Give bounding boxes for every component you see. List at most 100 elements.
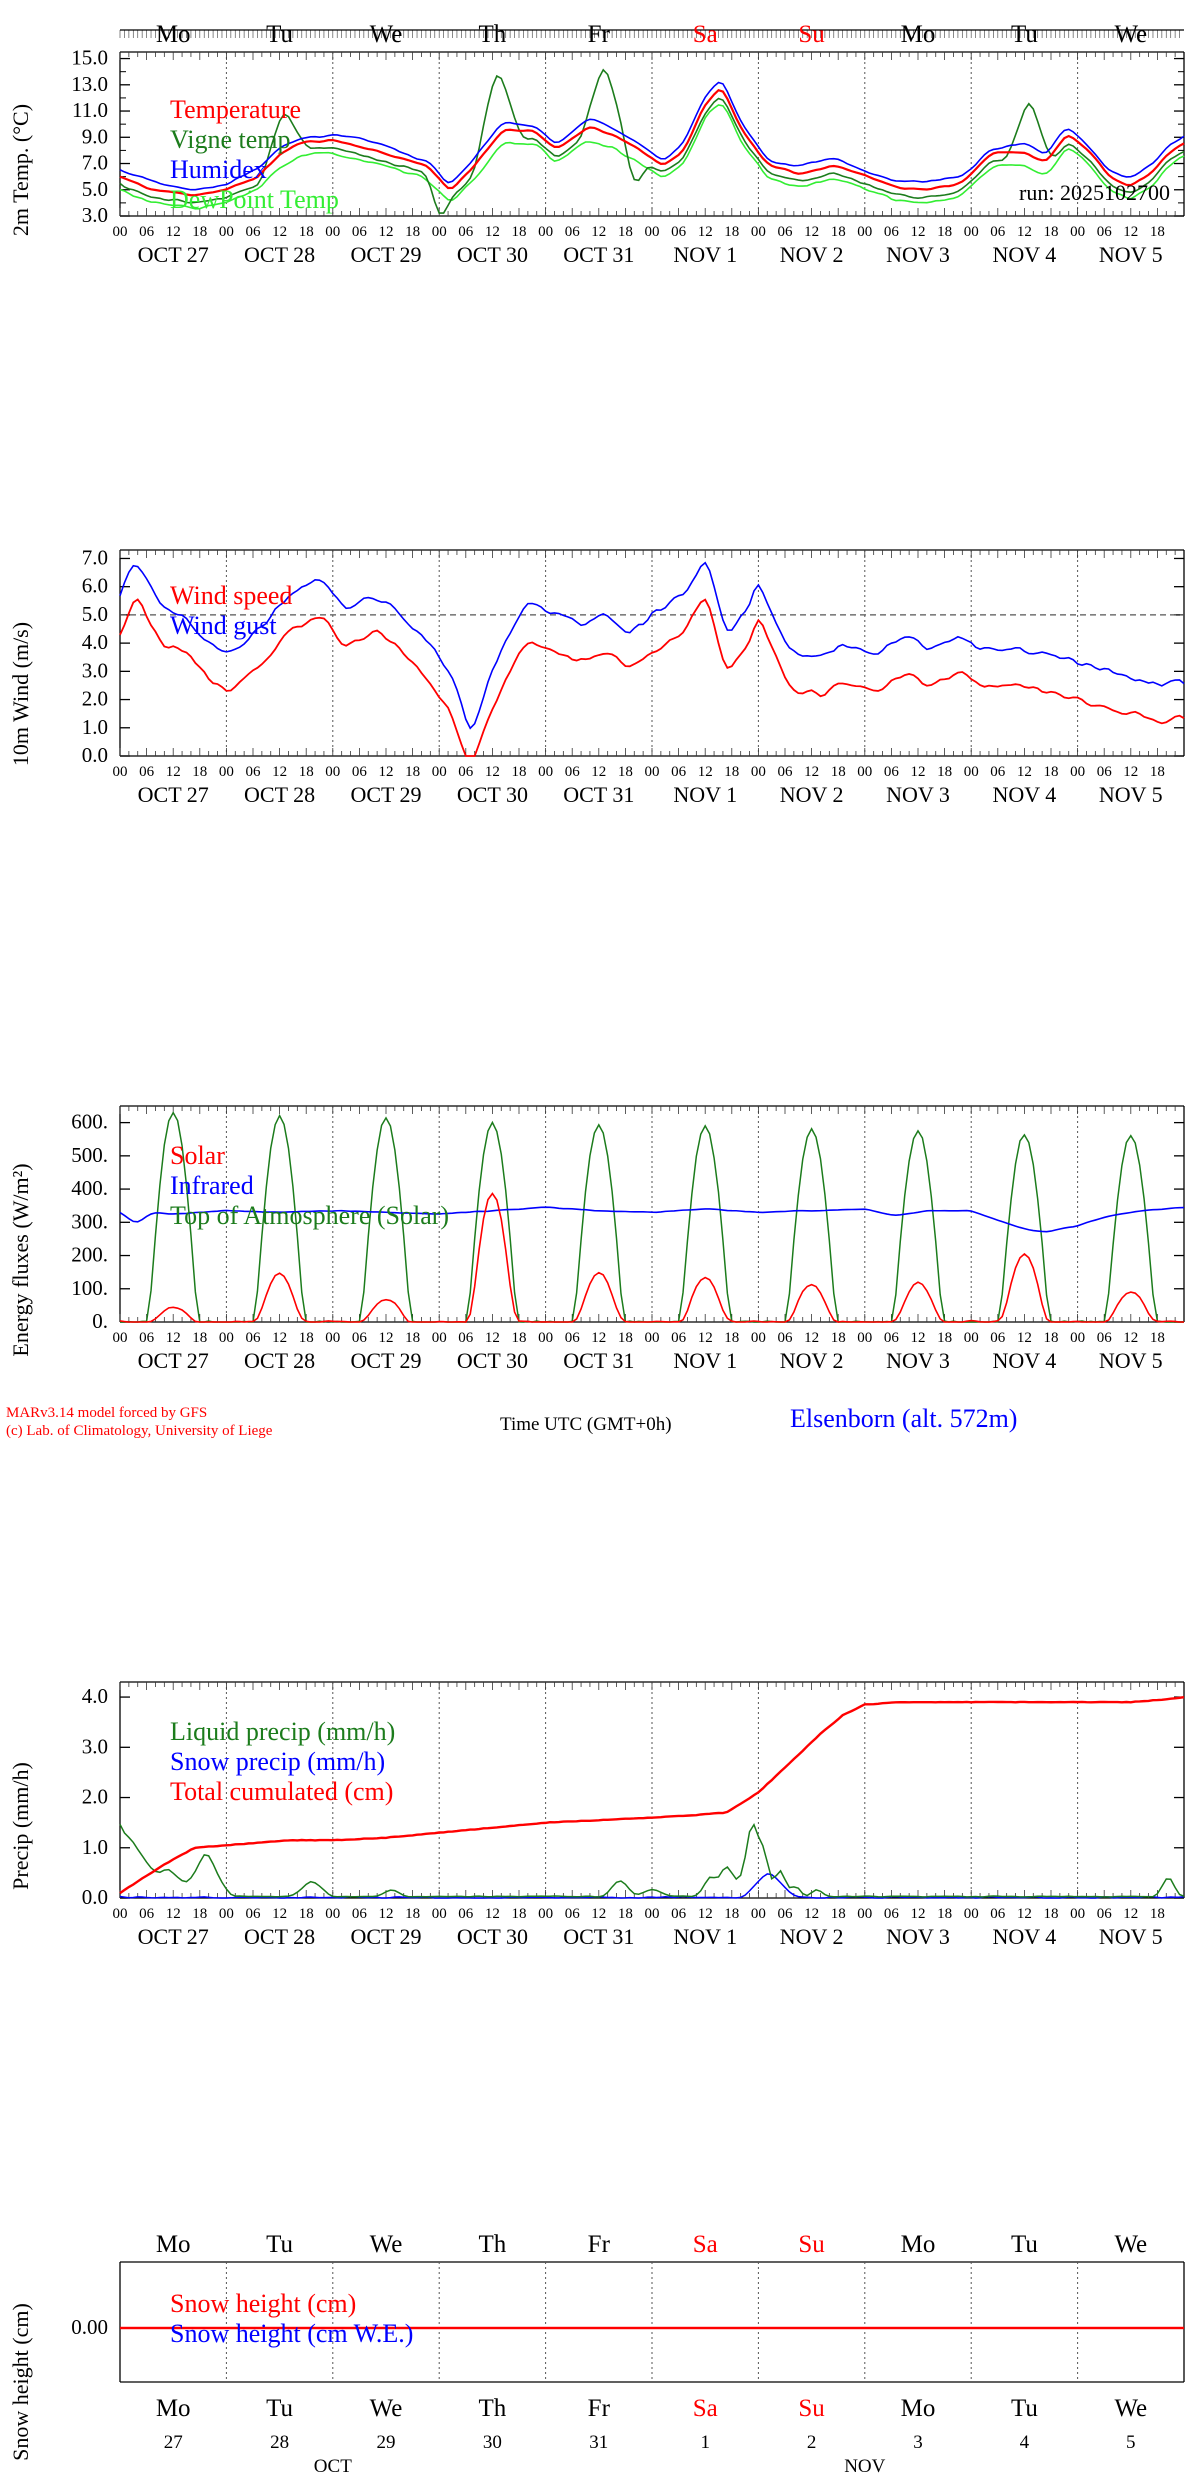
svg-text:06: 06 xyxy=(990,764,1006,780)
panel-precip: 0.0 1.0 2.0 3.0 4.0 00 06 12 18 00 06 12 18 00 06 12 18 0… xyxy=(0,1656,1194,1944)
svg-text:3.0: 3.0 xyxy=(82,658,108,682)
svg-text:06: 06 xyxy=(458,764,474,780)
svg-text:4: 4 xyxy=(1020,2432,1030,2453)
svg-text:12: 12 xyxy=(911,224,926,240)
svg-text:18: 18 xyxy=(1044,1330,1059,1346)
svg-text:OCT 27: OCT 27 xyxy=(138,242,209,262)
svg-text:18: 18 xyxy=(192,224,207,240)
station-label: Elsenborn (alt. 572m) xyxy=(790,1404,1017,1434)
svg-text:NOV 1: NOV 1 xyxy=(673,242,737,262)
svg-text:NOV 4: NOV 4 xyxy=(993,242,1057,262)
svg-text:00: 00 xyxy=(857,764,872,780)
svg-text:06: 06 xyxy=(139,764,155,780)
svg-text:12: 12 xyxy=(911,1330,926,1346)
svg-text:Precip (mm/h): Precip (mm/h) xyxy=(8,1762,33,1890)
svg-text:Temperature: Temperature xyxy=(170,95,301,124)
svg-text:00: 00 xyxy=(645,1906,660,1922)
svg-text:06: 06 xyxy=(1097,1330,1113,1346)
svg-text:12: 12 xyxy=(804,1906,819,1922)
svg-text:18: 18 xyxy=(405,224,420,240)
svg-text:1.0: 1.0 xyxy=(82,1835,108,1859)
svg-text:06: 06 xyxy=(352,1330,368,1346)
svg-text:NOV 1: NOV 1 xyxy=(673,1348,737,1368)
svg-text:OCT 29: OCT 29 xyxy=(350,242,421,262)
svg-text:00: 00 xyxy=(857,1906,872,1922)
svg-text:12: 12 xyxy=(804,224,819,240)
svg-text:Mo: Mo xyxy=(901,21,936,48)
svg-text:12: 12 xyxy=(591,224,606,240)
svg-text:12: 12 xyxy=(379,764,394,780)
svg-text:12: 12 xyxy=(804,1330,819,1346)
svg-text:12: 12 xyxy=(591,764,606,780)
svg-text:NOV 1: NOV 1 xyxy=(673,1924,737,1944)
meteogram-root: Mo Tu We Th Fr Sa Su Mo Tu We 3.0 5.0 7.0 9.0 11.0 13.0… xyxy=(0,0,1194,1440)
svg-text:00: 00 xyxy=(645,224,660,240)
svg-text:00: 00 xyxy=(113,764,128,780)
svg-text:6.0: 6.0 xyxy=(82,574,108,598)
svg-text:11.0: 11.0 xyxy=(72,98,108,122)
svg-text:12: 12 xyxy=(485,224,500,240)
svg-text:06: 06 xyxy=(778,1330,794,1346)
svg-text:06: 06 xyxy=(671,1906,687,1922)
svg-text:12: 12 xyxy=(379,1330,394,1346)
svg-text:18: 18 xyxy=(299,224,314,240)
svg-text:12: 12 xyxy=(591,1330,606,1346)
svg-text:7.0: 7.0 xyxy=(82,151,108,175)
svg-text:12: 12 xyxy=(911,764,926,780)
svg-text:00: 00 xyxy=(432,1330,447,1346)
svg-text:Humidex: Humidex xyxy=(170,155,267,184)
svg-text:Snow height (cm W.E.): Snow height (cm W.E.) xyxy=(170,2319,413,2348)
svg-text:DewPoint Temp: DewPoint Temp xyxy=(170,185,339,214)
svg-text:Wind speed: Wind speed xyxy=(170,581,292,610)
panel-energy: 0. 100. 200. 300. 400. 500. 600. 00 06 12 18 00 06 12… xyxy=(0,1080,1194,1368)
svg-text:18: 18 xyxy=(937,1906,952,1922)
svg-text:15.0: 15.0 xyxy=(71,46,108,70)
svg-text:Snow precip (mm/h): Snow precip (mm/h) xyxy=(170,1747,385,1776)
svg-text:18: 18 xyxy=(1150,764,1165,780)
svg-text:We: We xyxy=(370,2395,403,2422)
svg-text:Top of Atmosphere (Solar): Top of Atmosphere (Solar) xyxy=(170,1201,449,1230)
svg-text:06: 06 xyxy=(671,1330,687,1346)
svg-text:12: 12 xyxy=(379,1906,394,1922)
svg-text:0.00: 0.00 xyxy=(71,2315,108,2339)
svg-text:00: 00 xyxy=(538,224,553,240)
svg-text:600.: 600. xyxy=(71,1110,108,1134)
svg-text:2.0: 2.0 xyxy=(82,687,108,711)
svg-text:06: 06 xyxy=(352,224,368,240)
svg-text:12: 12 xyxy=(698,1906,713,1922)
svg-text:06: 06 xyxy=(778,224,794,240)
svg-text:18: 18 xyxy=(405,764,420,780)
svg-text:06: 06 xyxy=(246,224,262,240)
svg-text:Snow height (cm): Snow height (cm) xyxy=(170,2289,356,2318)
svg-text:00: 00 xyxy=(538,1906,553,1922)
svg-text:1.0: 1.0 xyxy=(82,715,108,739)
svg-text:06: 06 xyxy=(884,1330,900,1346)
svg-text:00: 00 xyxy=(538,1330,553,1346)
svg-text:12: 12 xyxy=(166,1330,181,1346)
svg-text:06: 06 xyxy=(884,1906,900,1922)
svg-text:06: 06 xyxy=(565,224,581,240)
svg-text:06: 06 xyxy=(139,224,155,240)
svg-text:NOV 3: NOV 3 xyxy=(886,1924,950,1944)
svg-text:00: 00 xyxy=(964,224,979,240)
svg-text:18: 18 xyxy=(299,764,314,780)
svg-text:06: 06 xyxy=(352,764,368,780)
svg-text:OCT 28: OCT 28 xyxy=(244,242,315,262)
svg-text:12: 12 xyxy=(485,1906,500,1922)
svg-text:06: 06 xyxy=(246,1330,262,1346)
svg-text:12: 12 xyxy=(698,764,713,780)
svg-text:06: 06 xyxy=(246,1906,262,1922)
svg-text:Su: Su xyxy=(798,21,825,48)
svg-text:OCT 28: OCT 28 xyxy=(244,1348,315,1368)
svg-text:9.0: 9.0 xyxy=(82,124,108,148)
svg-text:Th: Th xyxy=(479,2232,507,2258)
svg-text:12: 12 xyxy=(166,224,181,240)
svg-text:06: 06 xyxy=(565,764,581,780)
svg-text:run: 2025102700: run: 2025102700 xyxy=(1019,180,1170,205)
svg-text:06: 06 xyxy=(990,1906,1006,1922)
svg-text:2: 2 xyxy=(807,2432,817,2453)
svg-text:Th: Th xyxy=(479,21,507,48)
svg-text:Sa: Sa xyxy=(693,2232,718,2258)
svg-text:18: 18 xyxy=(724,1330,739,1346)
svg-text:3.0: 3.0 xyxy=(82,203,108,227)
